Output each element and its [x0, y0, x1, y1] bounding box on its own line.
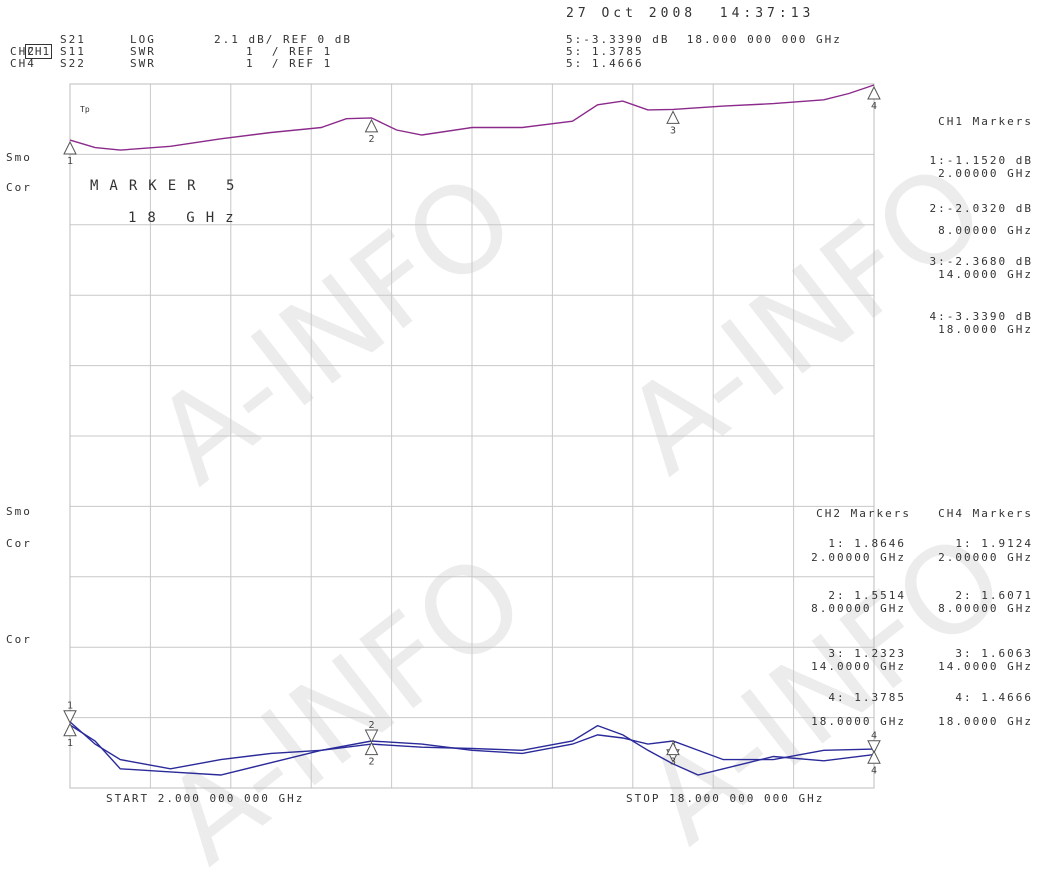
marker-readout-ch2: 5: 1.3785 — [566, 45, 644, 58]
marker-annotation: MARKER 5 — [90, 178, 246, 194]
start-frequency: START 2.000 000 000 GHz — [106, 792, 305, 805]
ch2-marker-freq: 14.0000 GHz — [811, 660, 906, 673]
marker-number: 2 — [369, 134, 375, 145]
markers: 123412341234 — [63, 85, 881, 776]
ch2-label[interactable]: CH2 — [10, 45, 36, 58]
marker-number: 2 — [369, 720, 375, 731]
ch1-marker-value: 3:-2.3680 dB — [929, 255, 1033, 268]
plot-frame — [69, 83, 875, 789]
ch1-scale: 2.1 dB/ REF 0 dB — [214, 33, 352, 46]
ch1-marker-value: 2:-2.0320 dB — [929, 202, 1033, 215]
ch1-marker-value: 4:-3.3390 dB — [929, 310, 1033, 323]
plot-area: 123412341234 — [63, 83, 881, 789]
ch4-label[interactable]: CH4 — [10, 57, 36, 70]
ch2-param: S11 — [60, 45, 86, 58]
ch2-format: SWR — [130, 45, 156, 58]
cor-label: Cor — [6, 633, 32, 646]
ch4-param: S22 — [60, 57, 86, 70]
trace-s21 — [69, 84, 875, 151]
ch2-marker-value: 3: 1.2323 — [828, 647, 906, 660]
marker-triangle — [867, 740, 881, 754]
ch4-marker-value: 3: 1.6063 — [955, 647, 1033, 660]
ch4-marker-freq: 14.0000 GHz — [938, 660, 1033, 673]
ch2-scale: 1 / REF 1 — [246, 45, 333, 58]
marker-number: 1 — [67, 701, 73, 712]
marker-triangle — [364, 118, 379, 133]
traces — [69, 84, 875, 776]
ch4-markers-title: CH4 Markers — [938, 507, 1033, 520]
ch4-scale: 1 / REF 1 — [246, 57, 333, 70]
graticule — [69, 83, 875, 789]
ch2-marker-value: 2: 1.5514 — [828, 589, 906, 602]
marker-annotation-freq: 18 GHz — [128, 210, 245, 226]
ch2-marker-freq: 2.00000 GHz — [811, 551, 906, 564]
ch1-markers-title: CH1 Markers — [938, 115, 1033, 128]
ch1-marker-value: 1:-1.1520 dB — [929, 154, 1033, 167]
marker-triangle — [867, 750, 881, 764]
marker-number: 4 — [871, 731, 877, 742]
ch4-marker-freq: 8.00000 GHz — [938, 602, 1033, 615]
tp-label: Tp — [80, 105, 90, 114]
ch2-marker-freq: 8.00000 GHz — [811, 602, 906, 615]
marker-triangle — [364, 741, 379, 756]
marker-triangle — [666, 110, 680, 124]
marker-triangle — [867, 85, 881, 100]
header-row-ch1: CH1 — [8, 34, 53, 59]
marker-number: 3 — [670, 757, 676, 768]
marker-number: 1 — [67, 738, 73, 749]
marker-triangle — [63, 722, 77, 737]
ch1-label[interactable]: CH1 — [25, 44, 53, 59]
ch1-format: LOG — [130, 33, 156, 46]
ch2-marker-value: 1: 1.8646 — [828, 537, 906, 550]
cor-label: Cor — [6, 537, 32, 550]
marker-number: 3 — [670, 125, 676, 136]
ch2-marker-value: 4: 1.3785 — [828, 691, 906, 704]
ch1-param: S21 — [60, 33, 86, 46]
ch4-format: SWR — [130, 57, 156, 70]
marker-triangle — [666, 741, 680, 756]
marker-readout-ch1: 5:-3.3390 dB 18.000 000 000 GHz — [566, 33, 842, 46]
marker-readout-ch4: 5: 1.4666 — [566, 57, 644, 70]
smo-label: Smo — [6, 151, 32, 164]
datetime: 27 Oct 2008 14:37:13 — [566, 6, 815, 21]
marker-number: 1 — [67, 156, 73, 167]
marker-triangle — [63, 710, 77, 724]
trace-s22 — [69, 721, 875, 770]
marker-triangle — [63, 140, 77, 155]
ch4-marker-freq: 2.00000 GHz — [938, 551, 1033, 564]
ch2-markers-title: CH2 Markers — [816, 507, 911, 520]
marker-triangle — [364, 729, 379, 744]
marker-number: 4 — [871, 101, 877, 112]
ch1-marker-freq: 14.0000 GHz — [938, 268, 1033, 281]
stop-frequency: STOP 18.000 000 000 GHz — [626, 792, 825, 805]
marker-number: 2 — [369, 757, 375, 768]
smo-label: Smo — [6, 505, 32, 518]
ch1-marker-freq: 2.00000 GHz — [938, 167, 1033, 180]
ch4-marker-value: 1: 1.9124 — [955, 537, 1033, 550]
ch4-marker-value: 4: 1.4666 — [955, 691, 1033, 704]
ch4-marker-freq: 18.0000 GHz — [938, 715, 1033, 728]
ch2-marker-freq: 18.0000 GHz — [811, 715, 906, 728]
ch1-marker-freq: 18.0000 GHz — [938, 323, 1033, 336]
ch4-marker-value: 2: 1.6071 — [955, 589, 1033, 602]
marker-number: 4 — [871, 765, 877, 776]
trace-s11 — [69, 724, 875, 776]
ch1-marker-freq: 8.00000 GHz — [938, 224, 1033, 237]
cor-label: Cor — [6, 181, 32, 194]
